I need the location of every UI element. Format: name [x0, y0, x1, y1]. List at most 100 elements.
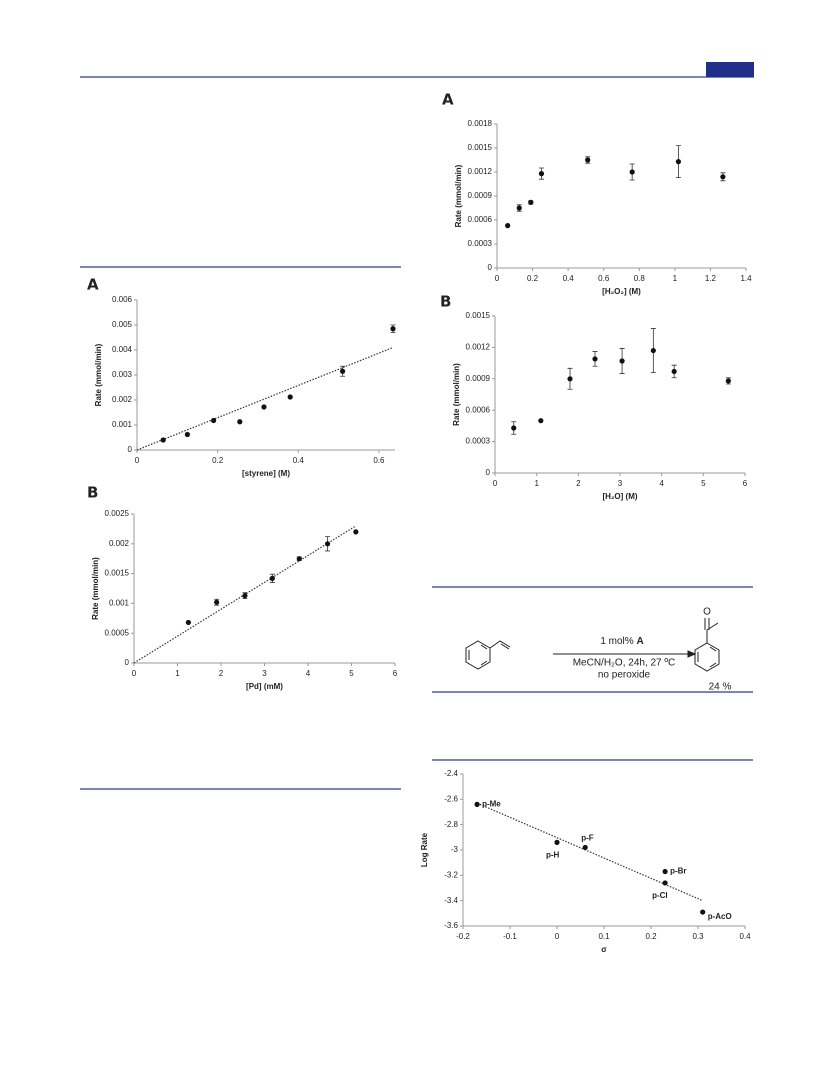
point — [287, 394, 293, 400]
x-axis-label: [H₂O₂] (M) — [602, 287, 641, 296]
x-tick-label: 6 — [743, 479, 748, 488]
point-label: p-AcO — [708, 912, 732, 921]
y-tick-label: -3 — [451, 845, 459, 854]
arrowhead — [687, 650, 697, 658]
x-tick-label: 2 — [576, 479, 581, 488]
point — [269, 575, 275, 581]
y-tick-label: -2.6 — [444, 794, 458, 803]
y-tick-label: 0 — [128, 445, 133, 454]
point — [567, 376, 573, 382]
y-tick-label: 0.003 — [112, 370, 133, 379]
point — [237, 419, 243, 425]
x-tick-label: 0.1 — [598, 932, 610, 941]
y-tick-label: 0.005 — [112, 320, 133, 329]
point — [261, 404, 267, 410]
panel-label: B — [87, 484, 98, 502]
point-label: p-Me — [482, 800, 501, 809]
point — [720, 174, 726, 180]
point-label: p-Br — [670, 867, 686, 876]
acetophenone-ring — [694, 642, 720, 672]
point — [662, 880, 668, 886]
styrene-ring — [465, 640, 491, 670]
bond — [480, 644, 488, 650]
x-tick-label: 0.6 — [373, 456, 385, 465]
y-tick-label: -3.6 — [444, 921, 458, 930]
y-tick-label: 0.002 — [109, 539, 130, 548]
y-tick-label: 0.0009 — [468, 191, 493, 200]
point — [650, 347, 656, 354]
y-axis-label: Rate (mmol/min) — [91, 557, 100, 620]
point — [675, 159, 682, 165]
y-tick-label: 0.0015 — [466, 311, 491, 320]
y-tick-label: 0.001 — [109, 599, 130, 608]
y-tick-label: 0.0012 — [468, 167, 493, 176]
x-tick-label: 0.4 — [293, 456, 305, 465]
bond — [480, 660, 488, 666]
x-tick-label: 1 — [534, 479, 539, 488]
y-tick-label: 0.0009 — [466, 374, 491, 383]
trendline — [136, 346, 394, 451]
y-tick-label: 0.001 — [112, 420, 133, 429]
point — [700, 909, 706, 915]
point — [210, 417, 217, 424]
x-tick-label: 6 — [393, 669, 398, 678]
point — [528, 199, 534, 205]
acyl — [706, 622, 719, 643]
bond — [709, 646, 717, 652]
y-tick-label: 0.0005 — [105, 628, 130, 637]
point — [390, 326, 396, 332]
x-axis-label: [H₂O] (M) — [602, 492, 637, 501]
reagent-text: 1 mol% — [600, 636, 633, 647]
point — [671, 368, 677, 375]
point — [538, 171, 545, 177]
y-tick-label: 0.0015 — [468, 143, 493, 152]
note: no peroxide — [598, 670, 651, 681]
y-axis-label: Rate (mmol/min) — [454, 164, 463, 227]
x-tick-label: 0 — [495, 274, 500, 283]
x-tick-label: -0.2 — [456, 932, 470, 941]
catalyst: A — [636, 636, 643, 647]
y-tick-label: -2.8 — [444, 820, 458, 829]
point — [339, 368, 346, 374]
point — [160, 437, 166, 443]
point — [585, 157, 591, 163]
y-tick-label: 0.0018 — [468, 119, 493, 128]
x-tick-label: 2 — [219, 669, 224, 678]
x-tick-label: 0.2 — [645, 932, 657, 941]
reagent: 1 mol% A — [600, 636, 643, 647]
y-tick-label: 0.0003 — [468, 239, 493, 248]
point-label: p-H — [546, 851, 560, 860]
point — [582, 844, 588, 851]
x-tick-label: 0.2 — [527, 274, 539, 283]
y-tick-label: 0.0006 — [466, 405, 491, 414]
x-tick-label: -0.1 — [503, 932, 517, 941]
vinyl — [489, 640, 511, 649]
y-tick-label: 0.004 — [112, 345, 133, 354]
x-tick-label: 1.2 — [705, 274, 717, 283]
point — [554, 839, 560, 846]
y-tick-label: 0 — [488, 263, 493, 272]
x-tick-label: 5 — [349, 669, 354, 678]
point — [242, 593, 248, 599]
x-tick-label: 0.2 — [212, 456, 224, 465]
panel-label: B — [440, 293, 451, 311]
x-tick-label: 0.4 — [739, 932, 751, 941]
y-tick-label: 0 — [125, 658, 130, 667]
x-axis-label: [styrene] (M) — [242, 469, 290, 478]
point — [629, 169, 635, 175]
x-tick-label: 0.6 — [598, 274, 610, 283]
x-tick-label: 4 — [306, 669, 311, 678]
y-tick-label: -3.2 — [444, 870, 458, 879]
header-box — [706, 62, 754, 77]
yield: 24 % — [709, 682, 732, 693]
atom-o: O — [703, 607, 711, 618]
point — [516, 205, 522, 211]
bond — [500, 643, 510, 650]
trendline — [476, 802, 703, 902]
point-label: p-F — [581, 834, 594, 843]
panel-label: A — [87, 276, 99, 294]
point — [505, 223, 511, 229]
y-tick-label: -2.4 — [444, 769, 458, 778]
x-tick-label: 3 — [618, 479, 623, 488]
